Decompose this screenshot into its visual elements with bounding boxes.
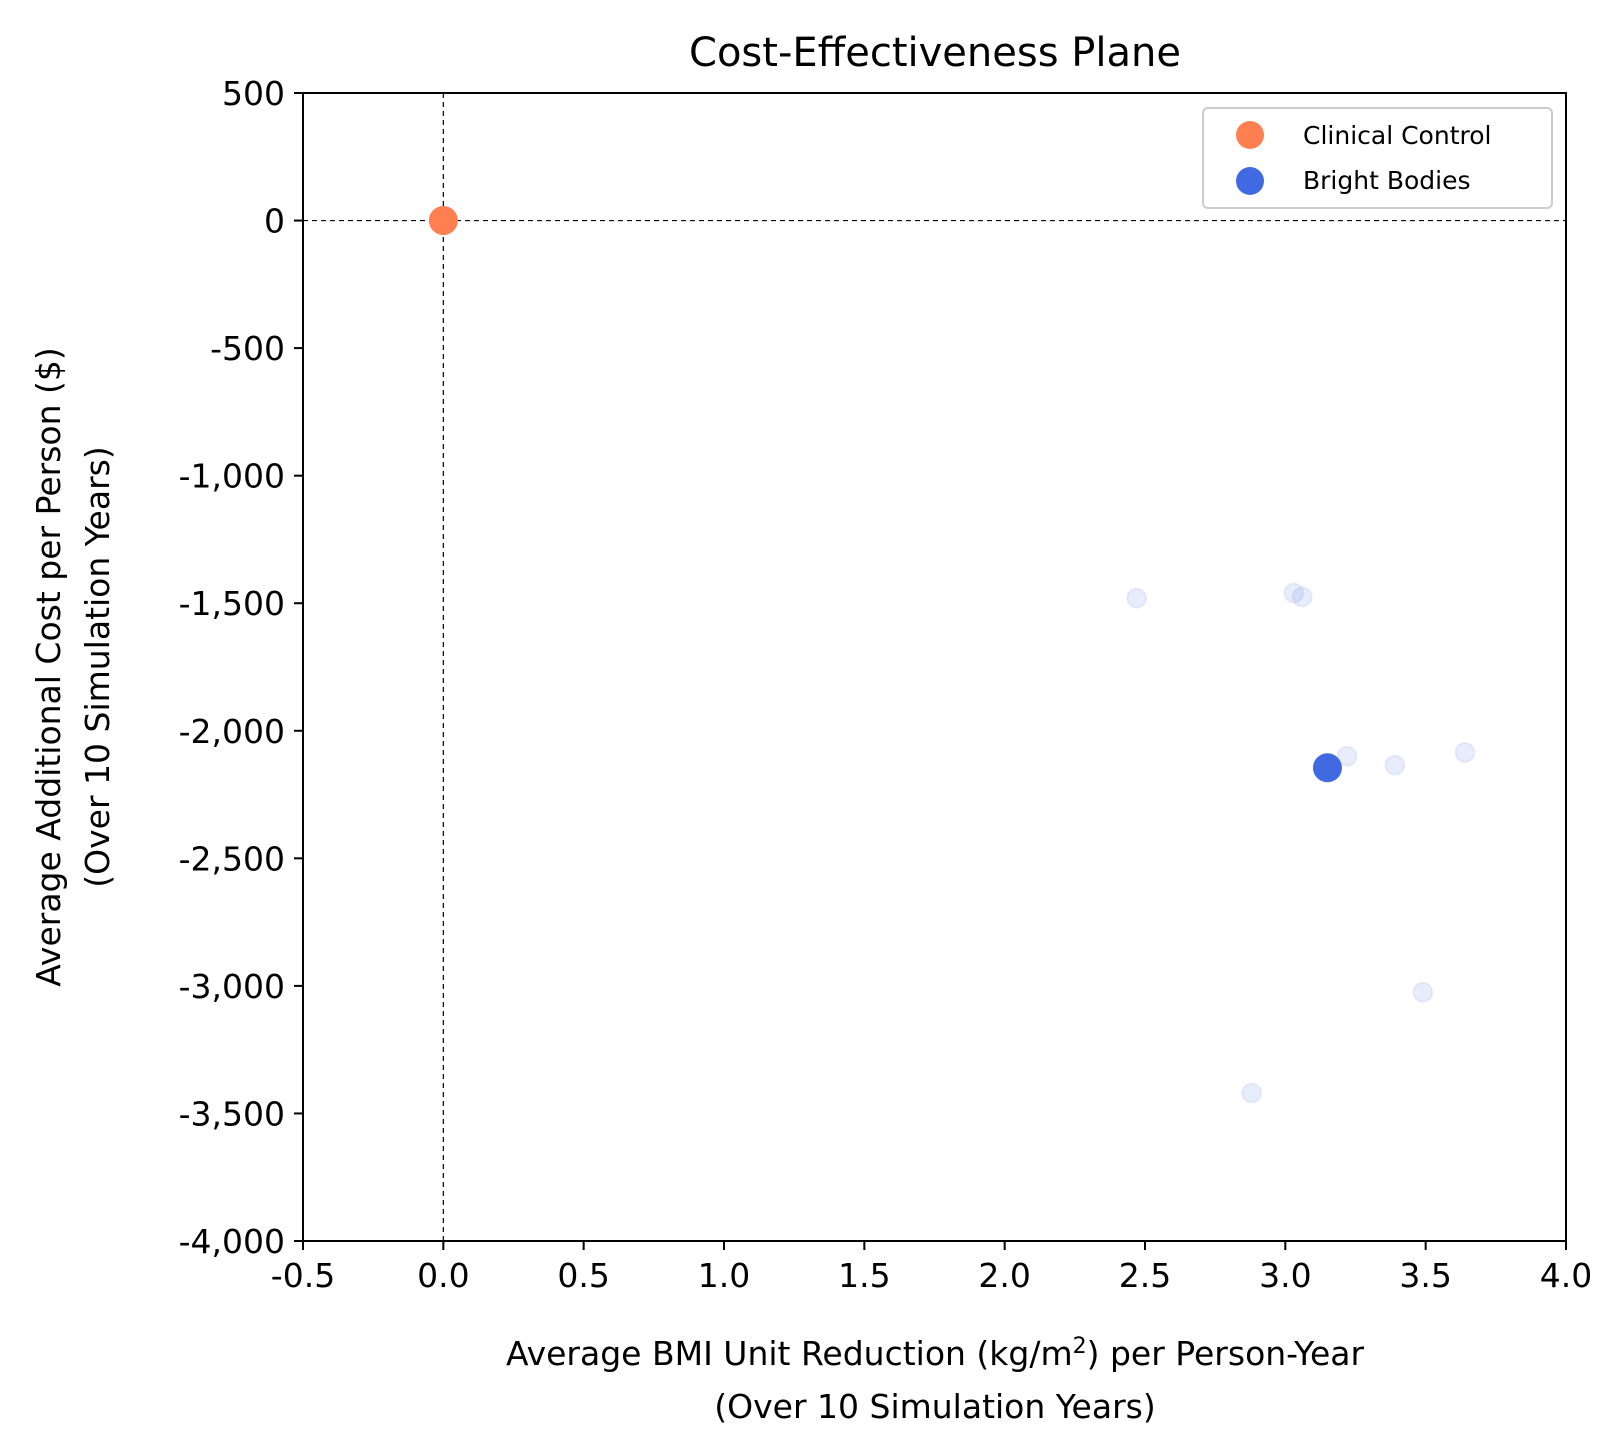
x-axis-label-superscript: 2: [1073, 1334, 1087, 1359]
y-tick-label: -1,500: [179, 584, 285, 623]
y-tick-label: 0: [264, 202, 285, 241]
x-tick-label: 3.0: [1259, 1256, 1311, 1295]
legend-marker-clinical-control: [1236, 121, 1264, 149]
y-tick-label: -500: [210, 329, 285, 368]
x-tick-label: -0.5: [271, 1256, 335, 1295]
faded-point: [1241, 1082, 1263, 1104]
x-axis-label: Average BMI Unit Reduction (kg/m2) per P…: [506, 1334, 1365, 1373]
y-tick-label: -2,500: [179, 839, 285, 878]
x-tick-label: 1.0: [698, 1256, 750, 1295]
y-axis-label: Average Additional Cost per Person ($): [29, 347, 68, 986]
y-tick-label: -3,500: [179, 1094, 285, 1133]
reference-lines: [303, 93, 1566, 1241]
legend: Clinical Control Bright Bodies: [1202, 107, 1553, 209]
x-axis-label-suffix: ) per Person-Year: [1087, 1334, 1365, 1373]
y-axis-ticks: 500 0 -500 -1,000 -1,500 -2,000 -2,500 -3,000 -3…: [179, 74, 303, 1261]
faded-point: [1291, 586, 1313, 608]
y-axis-label-line2: (Over 10 Simulation Years): [78, 446, 117, 887]
legend-label-bright-bodies: Bright Bodies: [1303, 166, 1471, 195]
y-tick-label: -4,000: [179, 1222, 285, 1261]
x-axis-label-prefix: Average BMI Unit Reduction (kg/m: [506, 1334, 1073, 1373]
plot-frame: [302, 92, 1567, 1242]
x-tick-label: 3.5: [1399, 1256, 1451, 1295]
faded-point: [1454, 741, 1476, 763]
x-tick-label: 2.0: [978, 1256, 1030, 1295]
faded-points: [1126, 582, 1476, 1104]
faded-point: [1412, 981, 1434, 1003]
x-tick-label: 0.0: [417, 1256, 469, 1295]
legend-box: [1202, 107, 1553, 209]
y-tick-label: -1,000: [179, 457, 285, 496]
x-axis-ticks: -0.5 0.0 0.5 1.0 1.5 2.0 2.5 3.0 3.5 4.0: [271, 1241, 1592, 1295]
legend-marker-bright-bodies: [1236, 167, 1264, 195]
faded-point: [1283, 582, 1305, 604]
y-tick-label: -3,000: [179, 967, 285, 1006]
faded-point: [1126, 587, 1148, 609]
y-tick-label: 500: [222, 74, 285, 113]
y-tick-label: -2,000: [179, 712, 285, 751]
x-tick-label: 0.5: [557, 1256, 609, 1295]
faded-point: [1336, 745, 1358, 767]
point-bright-bodies: [1312, 753, 1342, 783]
x-tick-label: 2.5: [1119, 1256, 1171, 1295]
point-clinical-control: [428, 206, 458, 236]
legend-label-clinical-control: Clinical Control: [1303, 121, 1491, 150]
data-points: [428, 206, 1342, 783]
chart-title: Cost-Effectiveness Plane: [689, 30, 1181, 76]
faded-point: [1384, 754, 1406, 776]
x-tick-label: 1.5: [838, 1256, 890, 1295]
x-axis-label-line2: (Over 10 Simulation Years): [714, 1387, 1155, 1426]
x-tick-label: 4.0: [1540, 1256, 1592, 1295]
